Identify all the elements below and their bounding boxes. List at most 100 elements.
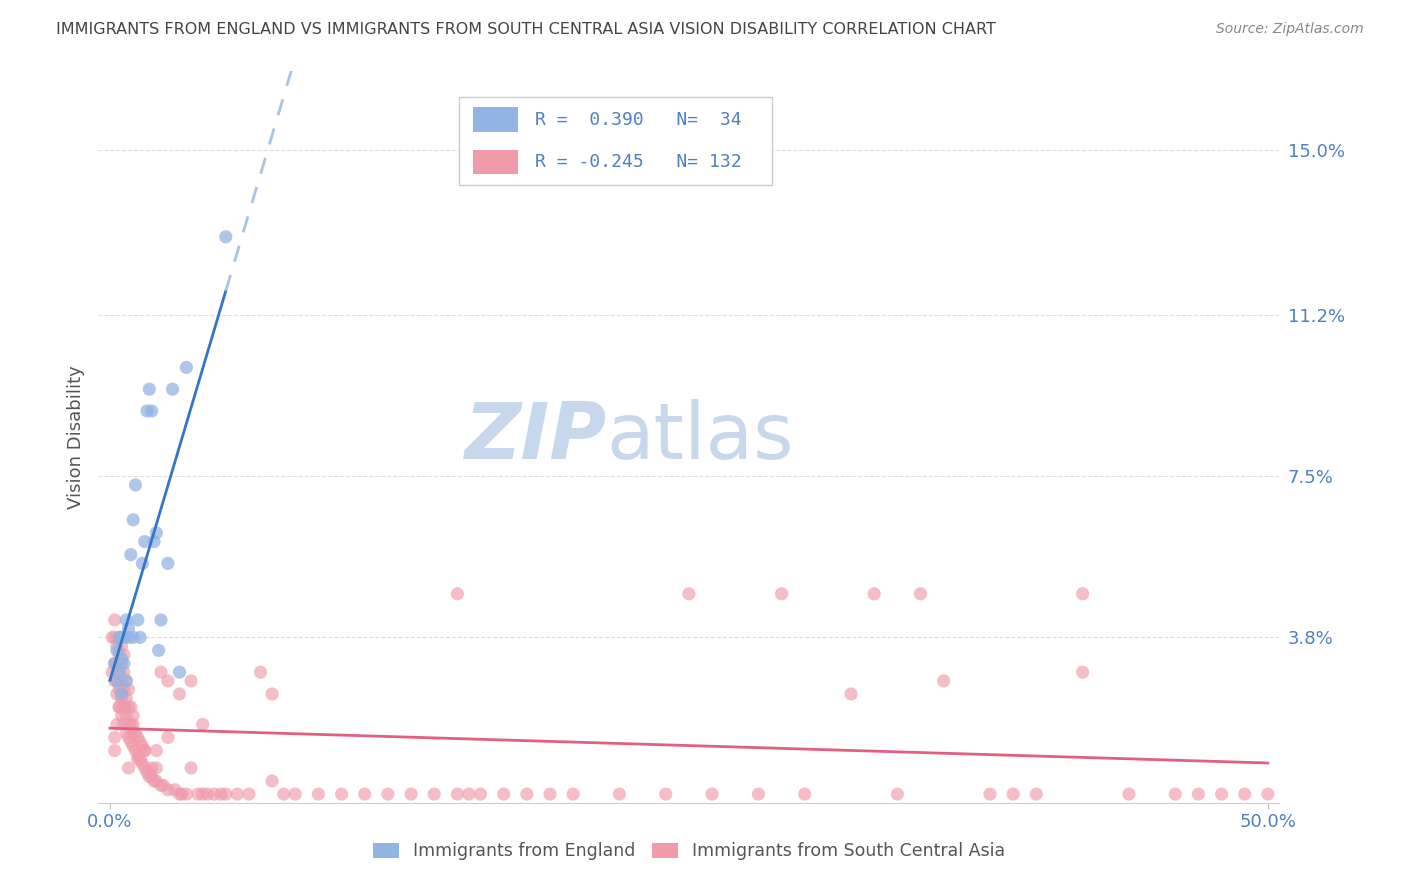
Bar: [472, 150, 517, 174]
Point: [169, 665, 191, 680]
Point: [910, 587, 932, 601]
Point: [112, 631, 135, 645]
Point: [492, 787, 515, 801]
Point: [191, 787, 214, 801]
Point: [1071, 665, 1094, 680]
Point: [105, 717, 128, 731]
Point: [145, 774, 167, 789]
Point: [149, 665, 172, 680]
Point: [101, 665, 124, 680]
Point: [134, 761, 156, 775]
Point: [104, 743, 127, 757]
Point: [1233, 787, 1256, 801]
Point: [187, 787, 209, 801]
Point: [120, 717, 142, 731]
Point: [105, 639, 128, 653]
Point: [115, 613, 138, 627]
Point: [104, 657, 127, 671]
Point: [1002, 787, 1025, 801]
Point: [145, 761, 167, 775]
Point: [793, 787, 815, 801]
Point: [124, 478, 146, 492]
Point: [226, 787, 249, 801]
Point: [131, 756, 153, 771]
Point: [141, 761, 163, 775]
Point: [377, 787, 399, 801]
Point: [101, 631, 124, 645]
Point: [1257, 787, 1279, 801]
Point: [1211, 787, 1233, 801]
Point: [1025, 787, 1047, 801]
Point: [136, 404, 159, 418]
Point: [180, 673, 202, 688]
Point: [110, 631, 132, 645]
Point: [678, 587, 700, 601]
Point: [149, 613, 172, 627]
Point: [122, 726, 145, 740]
Point: [446, 587, 468, 601]
Point: [1187, 787, 1209, 801]
Point: [1164, 787, 1187, 801]
Point: [110, 708, 132, 723]
Point: [562, 787, 585, 801]
Point: [122, 631, 145, 645]
Point: [108, 631, 131, 645]
Point: [117, 717, 139, 731]
Point: [112, 665, 135, 680]
Point: [353, 787, 375, 801]
Point: [108, 700, 131, 714]
Point: [149, 778, 172, 792]
Point: [129, 752, 152, 766]
Point: [110, 687, 132, 701]
Y-axis label: Vision Disability: Vision Disability: [66, 365, 84, 509]
Point: [138, 770, 160, 784]
Point: [117, 631, 139, 645]
Point: [127, 731, 149, 745]
Point: [112, 648, 135, 662]
Point: [176, 360, 198, 375]
Point: [117, 700, 139, 714]
Bar: [472, 108, 517, 132]
Point: [143, 534, 166, 549]
Point: [145, 743, 167, 757]
Point: [470, 787, 492, 801]
Point: [1118, 787, 1140, 801]
Text: ZIP: ZIP: [464, 399, 606, 475]
Point: [145, 525, 167, 540]
Point: [108, 665, 131, 680]
Point: [112, 657, 135, 671]
Point: [284, 787, 307, 801]
Point: [112, 717, 135, 731]
Point: [134, 743, 156, 757]
Point: [238, 787, 260, 801]
Point: [162, 382, 184, 396]
Point: [134, 743, 156, 757]
Point: [112, 682, 135, 697]
Point: [104, 657, 127, 671]
Point: [110, 657, 132, 671]
Point: [131, 739, 153, 754]
Point: [105, 665, 128, 680]
Text: IMMIGRANTS FROM ENGLAND VS IMMIGRANTS FROM SOUTH CENTRAL ASIA VISION DISABILITY : IMMIGRANTS FROM ENGLAND VS IMMIGRANTS FR…: [56, 22, 995, 37]
Point: [115, 673, 138, 688]
Point: [110, 673, 132, 688]
Point: [330, 787, 353, 801]
Point: [108, 700, 131, 714]
Point: [129, 735, 152, 749]
Text: R =  0.390   N=  34: R = 0.390 N= 34: [536, 111, 742, 128]
Point: [399, 787, 422, 801]
Point: [156, 731, 179, 745]
Point: [105, 673, 128, 688]
Point: [170, 787, 193, 801]
Point: [117, 761, 139, 775]
Point: [262, 774, 284, 789]
Point: [163, 782, 186, 797]
Point: [115, 726, 138, 740]
Point: [110, 687, 132, 701]
Point: [112, 700, 135, 714]
Point: [307, 787, 329, 801]
Point: [156, 557, 179, 571]
Point: [169, 787, 191, 801]
Point: [138, 382, 160, 396]
Text: R = -0.245   N= 132: R = -0.245 N= 132: [536, 153, 742, 171]
